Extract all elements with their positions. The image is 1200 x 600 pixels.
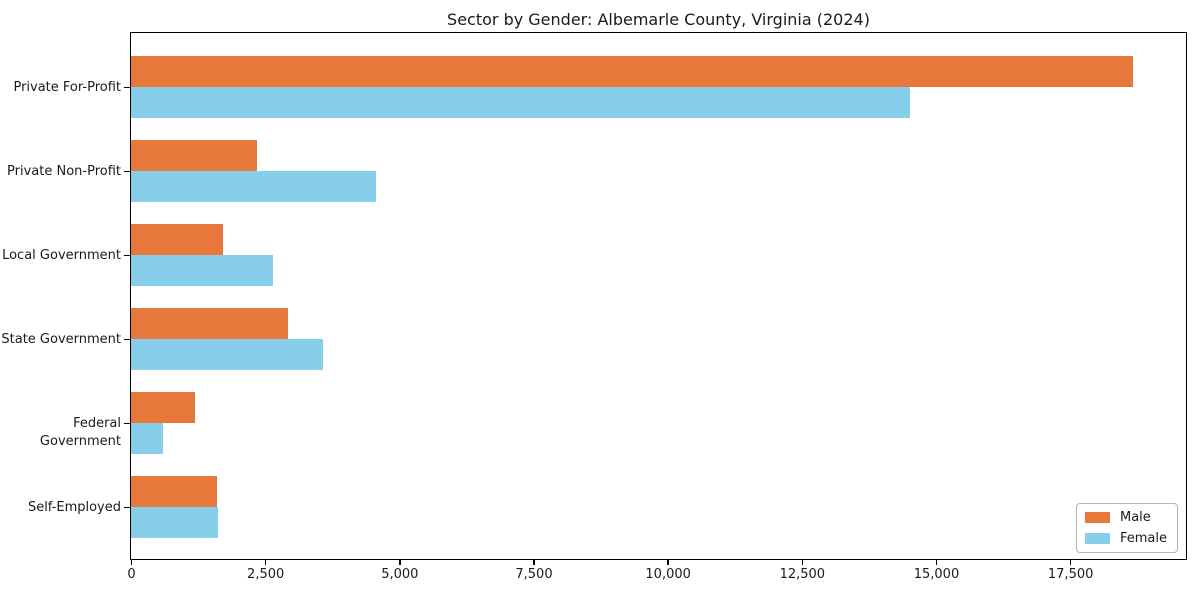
- xtick-label-10000: 10,000: [645, 567, 691, 582]
- bar-male-private-non-profit: [131, 140, 257, 171]
- bar-female-state-government: [131, 339, 323, 370]
- bar-female-federal-government: [131, 423, 163, 454]
- xtick-label-17500: 17,500: [1047, 567, 1094, 582]
- ytick-mark-private-for-profit: [124, 86, 130, 89]
- bar-male-self-employed: [131, 476, 217, 507]
- ytick-label-federal-government: Federal Government: [39, 415, 121, 449]
- ytick-label-local-government: Local Government: [2, 247, 121, 263]
- xtick-mark-12500: [801, 560, 804, 565]
- ytick-label-private-for-profit: Private For-Profit: [13, 79, 121, 95]
- xtick-mark-15000: [935, 560, 938, 565]
- ytick-mark-private-non-profit: [124, 170, 130, 173]
- ytick-mark-self-employed: [124, 506, 130, 509]
- legend-label-female: Female: [1119, 531, 1167, 546]
- xtick-mark-17500: [1069, 560, 1072, 565]
- xtick-mark-10000: [667, 560, 669, 565]
- bar-female-self-employed: [131, 507, 218, 538]
- xtick-label-5000: 5,000: [381, 567, 419, 582]
- xtick-label-15000: 15,000: [913, 567, 960, 582]
- bar-male-state-government: [131, 308, 288, 339]
- legend-swatch-female: [1084, 533, 1110, 544]
- bar-female-local-government: [131, 255, 273, 286]
- legend-swatch-male: [1084, 512, 1110, 523]
- legend-label-male: Male: [1119, 510, 1151, 525]
- xtick-label-0: 0: [127, 567, 136, 582]
- xtick-mark-5000: [399, 560, 401, 565]
- legend-item-female: Female: [1084, 531, 1167, 546]
- ytick-mark-federal-government: [124, 422, 130, 425]
- ytick-mark-state-government: [124, 338, 130, 341]
- bar-female-private-for-profit: [131, 87, 910, 118]
- legend-item-male: Male: [1084, 510, 1167, 525]
- xtick-label-7500: 7,500: [515, 567, 553, 582]
- bar-male-private-for-profit: [131, 56, 1133, 87]
- bar-male-local-government: [131, 224, 223, 255]
- xtick-mark-0: [130, 560, 133, 565]
- bar-male-federal-government: [131, 392, 195, 423]
- xtick-mark-2500: [264, 560, 267, 565]
- xtick-label-12500: 12,500: [779, 567, 826, 582]
- ytick-label-private-non-profit: Private Non-Profit: [7, 163, 121, 179]
- bar-female-private-non-profit: [131, 171, 376, 202]
- ytick-label-state-government: State Government: [1, 331, 121, 347]
- xtick-mark-7500: [533, 560, 535, 565]
- plot-area: Male Female: [130, 32, 1187, 560]
- legend: Male Female: [1075, 503, 1178, 553]
- xtick-label-2500: 2,500: [247, 567, 285, 582]
- ytick-label-self-employed: Self-Employed: [27, 499, 121, 515]
- chart-title: Sector by Gender: Albemarle County, Virg…: [447, 10, 870, 29]
- ytick-mark-local-government: [124, 254, 130, 257]
